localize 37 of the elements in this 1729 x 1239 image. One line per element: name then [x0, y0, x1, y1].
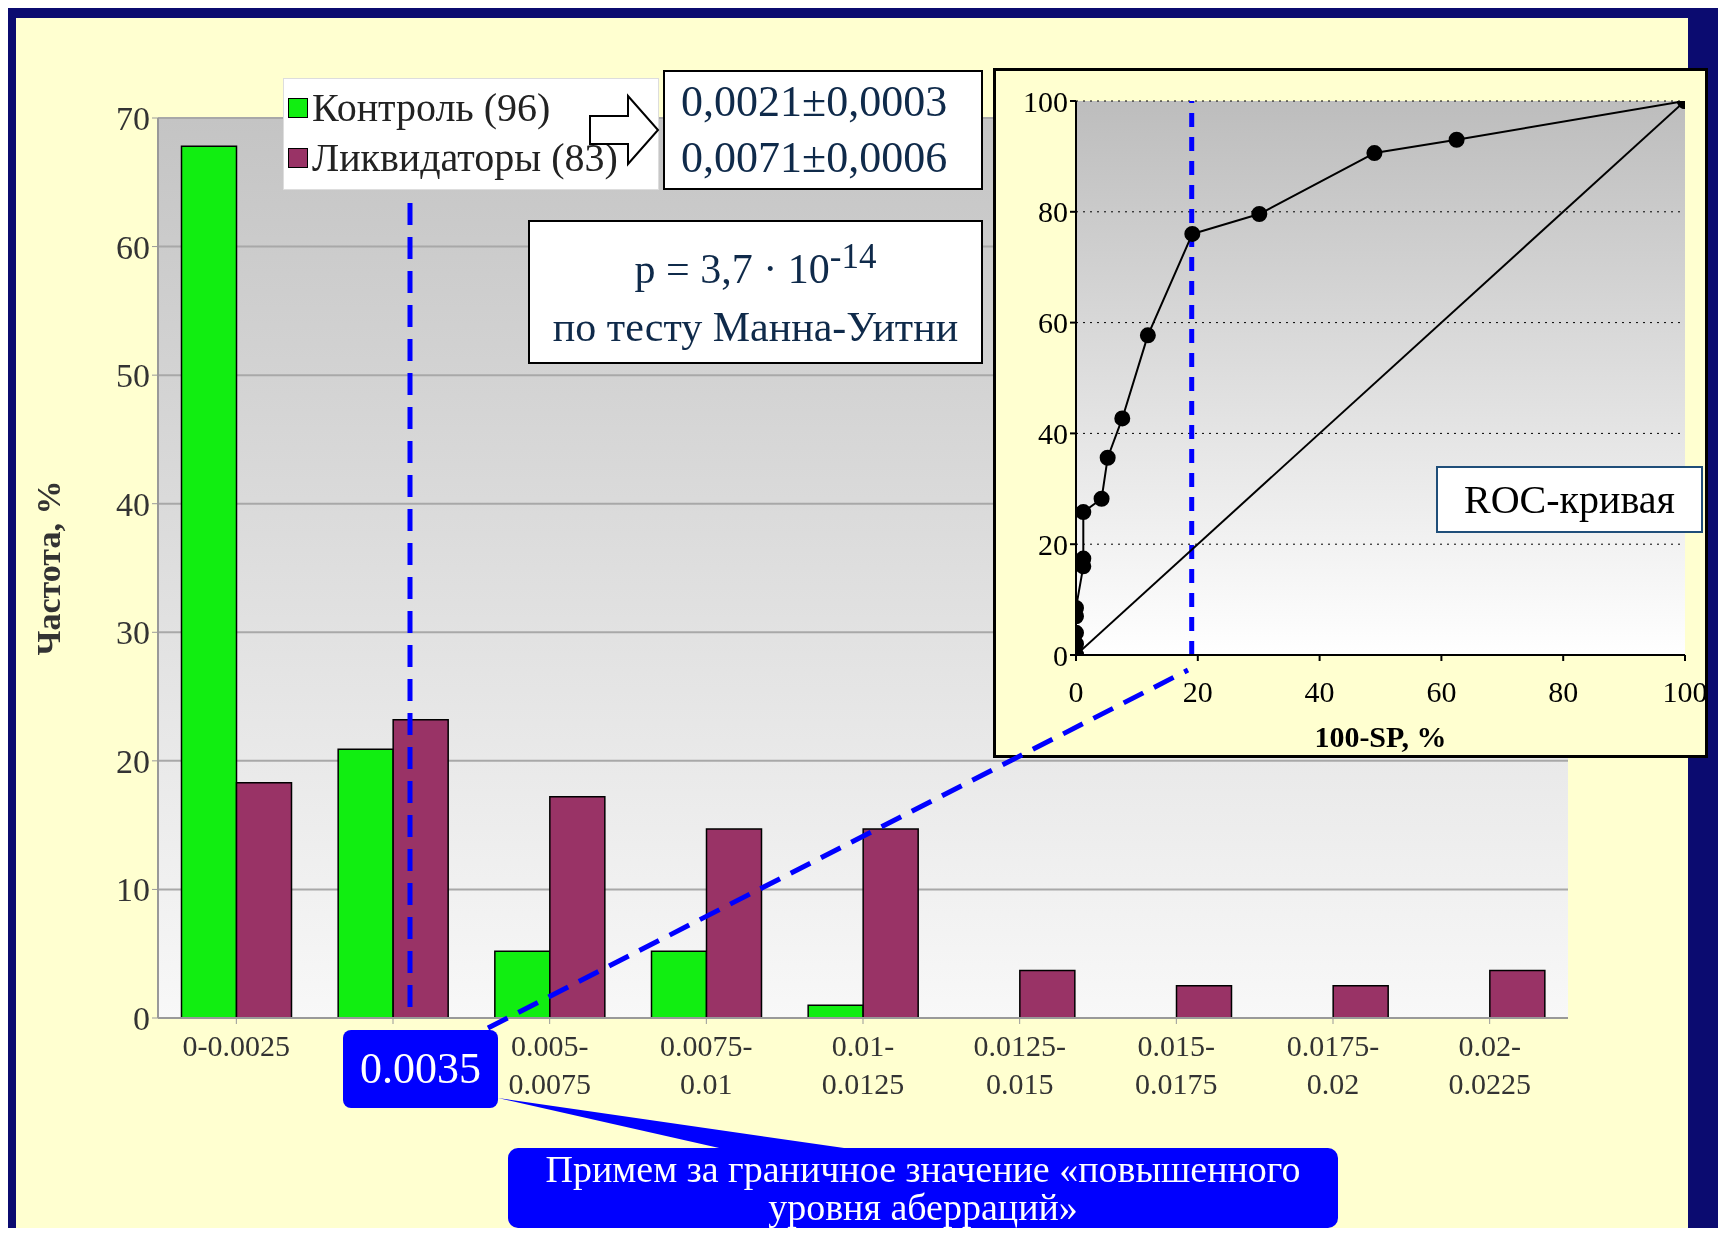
x-tick-label: 0.02-0.0225: [1448, 1029, 1531, 1100]
x-tick-label: 20: [1182, 675, 1213, 709]
x-tick-label: 80: [1548, 675, 1579, 709]
annotation: ROC-кривая: [1436, 466, 1703, 533]
y-tick-label: 50: [116, 357, 150, 395]
text: Примем за граничное значение «повышенного уровня аберраций»: [508, 1148, 1338, 1228]
annotation: 0,0021±0,0003: [681, 76, 949, 128]
x-tick-label: 0.0175-0.02: [1286, 1029, 1380, 1100]
y-tick-label: 10: [116, 871, 150, 909]
text: 0.0035: [343, 1030, 498, 1108]
y-tick-label: 20: [116, 742, 150, 780]
y-tick-label: 40: [116, 485, 150, 523]
legend-label: Ликвидаторы (83): [312, 134, 618, 182]
y-tick-label: 100: [1023, 84, 1068, 118]
y-tick-label: 0: [1053, 638, 1068, 672]
x-tick-label: 0.005-0.0075: [508, 1029, 591, 1100]
y-tick-label: 80: [1038, 195, 1068, 229]
y-axis-title: Частота, %: [30, 480, 68, 656]
x-tick-label: 0-0.0025: [182, 1029, 291, 1062]
x-tick-label: 40: [1304, 675, 1335, 709]
x-tick-label: 0.0075-0.01: [660, 1029, 753, 1100]
x-tick-label: 0.015-0.0175: [1135, 1029, 1218, 1100]
y-tick-label: 60: [116, 228, 150, 266]
x-tick-label: 0.01-0.0125: [821, 1029, 905, 1100]
annotation: p = 3,7 · 10$^{-14}$: [633, 236, 878, 294]
y-tick-label: 70: [116, 100, 150, 138]
y-tick-label: 60: [1038, 306, 1068, 340]
legend-label: Контроль (96): [312, 84, 551, 132]
annotation: 0,0071±0,0006: [681, 132, 949, 184]
annotation: по тесту Манна-Уитни: [551, 303, 960, 352]
y-tick-label: 0: [133, 1000, 150, 1038]
x-axis-title: 100-SP, %: [1314, 720, 1447, 753]
y-tick-label: 20: [1038, 527, 1068, 561]
x-tick-label: 0.0125-0.015: [973, 1029, 1066, 1100]
x-tick-label: 60: [1426, 675, 1457, 709]
y-tick-label: 30: [116, 614, 150, 652]
y-tick-label: 40: [1038, 417, 1068, 451]
